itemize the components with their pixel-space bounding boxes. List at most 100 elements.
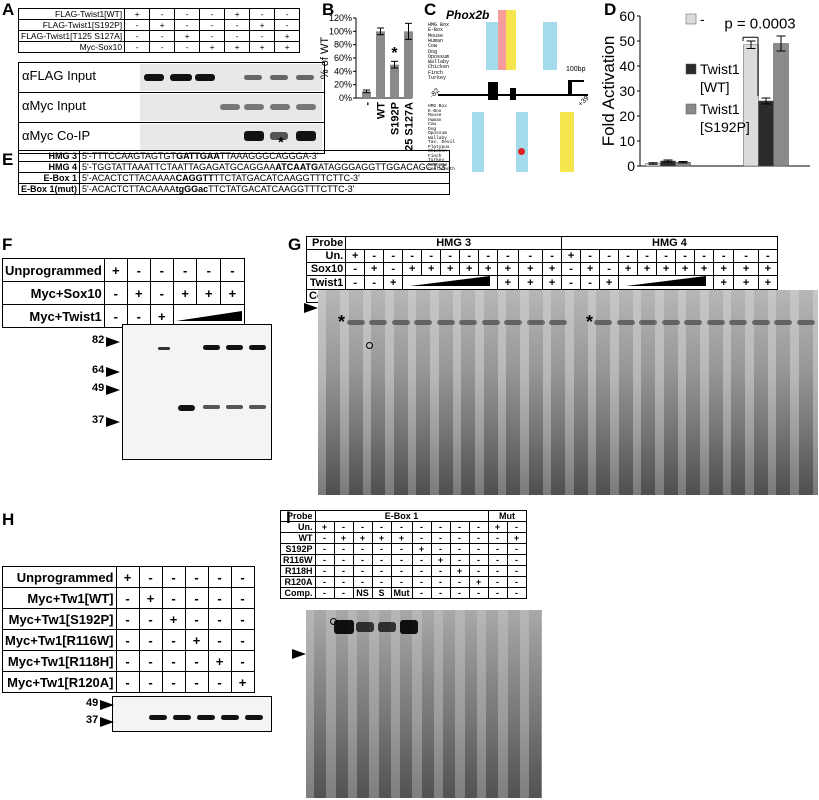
condition-mark: + <box>733 262 759 276</box>
condition-mark: - <box>103 304 128 328</box>
condition-mark: - <box>390 521 413 533</box>
condition-mark: - <box>124 19 151 31</box>
row-label: Un. <box>280 521 316 533</box>
gel-lane <box>393 290 408 495</box>
condition-mark: - <box>103 281 128 305</box>
condition-mark: + <box>174 30 201 42</box>
condition-mark: - <box>637 249 658 263</box>
condition-mark: - <box>161 671 186 693</box>
y-axis-label: % of WT <box>320 37 331 79</box>
bar <box>773 43 789 167</box>
condition-mark: - <box>149 8 176 20</box>
species-label: Mouse <box>428 32 444 39</box>
concentration-ramp <box>175 310 242 321</box>
species-label: Finch <box>428 69 444 76</box>
x-tick-label: - <box>666 173 671 176</box>
condition-mark: + <box>196 281 222 305</box>
gel-lane <box>798 290 813 495</box>
condition-mark: - <box>314 576 335 588</box>
species-label: Wallaby <box>428 59 450 66</box>
condition-mark: - <box>199 19 226 31</box>
condition-mark: - <box>230 650 255 672</box>
shift-band <box>594 320 612 325</box>
blot-myc-coip <box>140 124 322 151</box>
species-label: E-Box <box>428 108 442 114</box>
row-label: Myc+Twist1 <box>2 304 105 328</box>
condition-mark: - <box>487 543 508 555</box>
panel-label-g: G <box>288 235 302 254</box>
gel-lane <box>776 290 790 495</box>
marker-arrow-37-h <box>100 717 114 727</box>
probe-header: Probe <box>280 510 316 522</box>
row-label: Myc-Sox10 <box>17 41 126 53</box>
condition-mark: - <box>249 8 276 20</box>
condition-mark: + <box>103 258 128 282</box>
condition-mark: - <box>352 565 373 577</box>
gel-lane <box>573 290 588 495</box>
shift-band <box>481 320 500 325</box>
probe-sequence: 5'-TTTCCAAGTAGTGTGATTGAATTAAAGGGCAGGGA-3… <box>79 150 450 162</box>
gel-lane <box>731 290 745 495</box>
condition-mark: - <box>599 249 620 263</box>
condition-mark: - <box>580 249 601 263</box>
condition-mark: - <box>161 566 186 588</box>
condition-mark: + <box>478 262 499 276</box>
row-label: Myc+Tw1[WT] <box>2 587 117 609</box>
condition-mark: + <box>506 532 527 544</box>
legend-swatch <box>685 103 697 115</box>
condition-mark: + <box>411 543 432 555</box>
condition-mark: - <box>115 629 140 651</box>
bar <box>390 64 399 98</box>
condition-mark: - <box>390 576 413 588</box>
bar <box>743 44 759 167</box>
condition-mark: + <box>352 532 373 544</box>
shift-band <box>796 320 815 325</box>
y-tick-label: 40 <box>619 58 635 74</box>
condition-mark: - <box>314 532 335 544</box>
condition-mark: - <box>561 262 582 276</box>
condition-mark: - <box>449 521 470 533</box>
condition-mark: + <box>161 608 186 630</box>
species-label: Opossum <box>428 131 447 136</box>
marker-arrow-49-h <box>100 700 114 710</box>
panel-label-h: H <box>2 510 15 529</box>
condition-mark: + <box>402 262 423 276</box>
y-tick-label: 40% <box>334 66 352 76</box>
condition-mark: - <box>149 41 176 53</box>
shift-band <box>369 320 387 325</box>
condition-mark: - <box>468 554 489 566</box>
gel-lane <box>421 610 434 798</box>
shift-band <box>504 320 522 325</box>
condition-mark: + <box>637 262 658 276</box>
condition-mark: - <box>115 671 140 693</box>
shift-band <box>346 320 365 325</box>
condition-mark: + <box>199 41 226 53</box>
row-label: FLAG-Twist1[WT] <box>17 8 126 20</box>
gel-lane <box>314 610 326 798</box>
condition-mark: + <box>757 262 778 276</box>
bar <box>362 91 371 98</box>
gel-lane <box>416 290 430 495</box>
row-label: Unprogrammed <box>2 258 105 282</box>
gel-lane <box>663 290 678 495</box>
condition-mark: - <box>138 629 163 651</box>
condition-mark: + <box>449 565 470 577</box>
condition-mark: - <box>468 587 489 599</box>
condition-mark: - <box>124 30 151 42</box>
condition-mark: + <box>497 262 519 276</box>
row-label: Unprogrammed <box>2 566 117 588</box>
y-axis-label: Fold Activation <box>600 36 618 147</box>
condition-mark: + <box>713 262 735 276</box>
species-label: Dog <box>428 48 438 55</box>
coip-star-annotation: * <box>278 134 284 151</box>
legend-label-line2: [S192P] <box>700 119 750 135</box>
gel-lane <box>443 610 455 798</box>
shift-band <box>391 320 410 325</box>
probe-sequence: 5'-TGGTATTAAATTCTAATTAGAGATGCAGGAAATCAAT… <box>79 161 450 173</box>
condition-mark: + <box>230 671 255 693</box>
condition-mark: - <box>675 249 696 263</box>
condition-mark: - <box>230 629 255 651</box>
condition-mark: - <box>333 521 354 533</box>
condition-mark: - <box>468 521 489 533</box>
condition-mark: - <box>115 650 140 672</box>
